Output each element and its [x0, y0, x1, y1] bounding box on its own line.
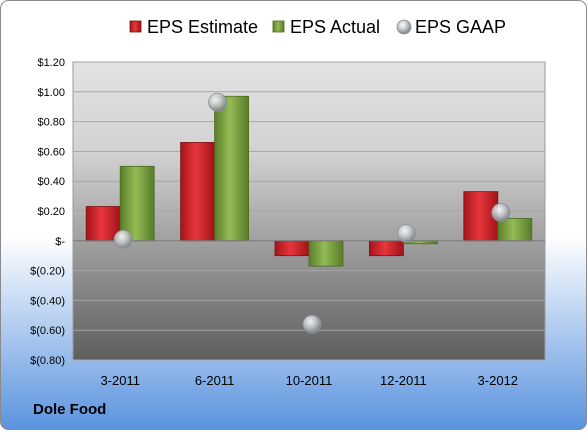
y-axis-ticks: $1.20 $1.00 $0.80 $0.60 $0.40 $0.20 $- $(0.20) $…: [30, 57, 65, 367]
legend-swatch: [129, 20, 142, 33]
y-tick-label: $(0.60): [30, 325, 65, 337]
eps-actual-bar: [497, 218, 533, 242]
gaap-markers: [113, 92, 511, 334]
legend-swatch: [272, 20, 285, 33]
eps-gaap-marker: [396, 223, 416, 243]
eps-actual-bar: [308, 240, 344, 267]
eps-gaap-marker: [302, 314, 322, 334]
bar-series: [85, 95, 533, 267]
y-tick-label: $0.20: [37, 206, 65, 218]
y-tick-label: $0.60: [37, 146, 65, 158]
y-tick-label: $0.40: [37, 176, 65, 188]
y-tick-label: $1.20: [37, 57, 65, 69]
x-tick-label: 3-2011: [100, 373, 140, 388]
y-tick-label: $1.00: [37, 87, 65, 99]
legend-label: EPS Actual: [290, 17, 380, 37]
y-tick-label: $(0.20): [30, 266, 65, 278]
y-tick-label: $-: [55, 236, 65, 248]
company-label: Dole Food: [33, 401, 107, 418]
eps-gaap-marker: [113, 229, 133, 249]
x-tick-label: 6-2011: [195, 373, 235, 388]
x-tick-label: 12-2011: [380, 373, 427, 388]
eps-gaap-marker: [208, 92, 228, 112]
x-tick-label: 10-2011: [286, 373, 333, 388]
eps-estimate-bar: [368, 240, 404, 257]
eps-actual-bar: [119, 165, 155, 242]
eps-gaap-marker: [491, 203, 511, 222]
eps-estimate-bar: [463, 191, 499, 242]
eps-estimate-bar: [274, 240, 310, 257]
y-tick-label: $0.80: [37, 117, 65, 129]
y-tick-label: $(0.40): [30, 295, 65, 307]
x-axis-ticks: 3-2011 6-2011 10-2011 12-2011 3-2012: [100, 373, 518, 388]
x-tick-label: 3-2012: [478, 373, 518, 388]
y-tick-label: $(0.80): [30, 355, 65, 367]
eps-estimate-bar: [180, 142, 216, 242]
legend-label: EPS GAAP: [415, 17, 506, 37]
legend: EPS Estimate EPS Actual EPS GAAP: [129, 17, 506, 37]
eps-actual-bar: [214, 95, 250, 242]
legend-label: EPS Estimate: [147, 17, 258, 37]
legend-swatch: [396, 19, 412, 35]
